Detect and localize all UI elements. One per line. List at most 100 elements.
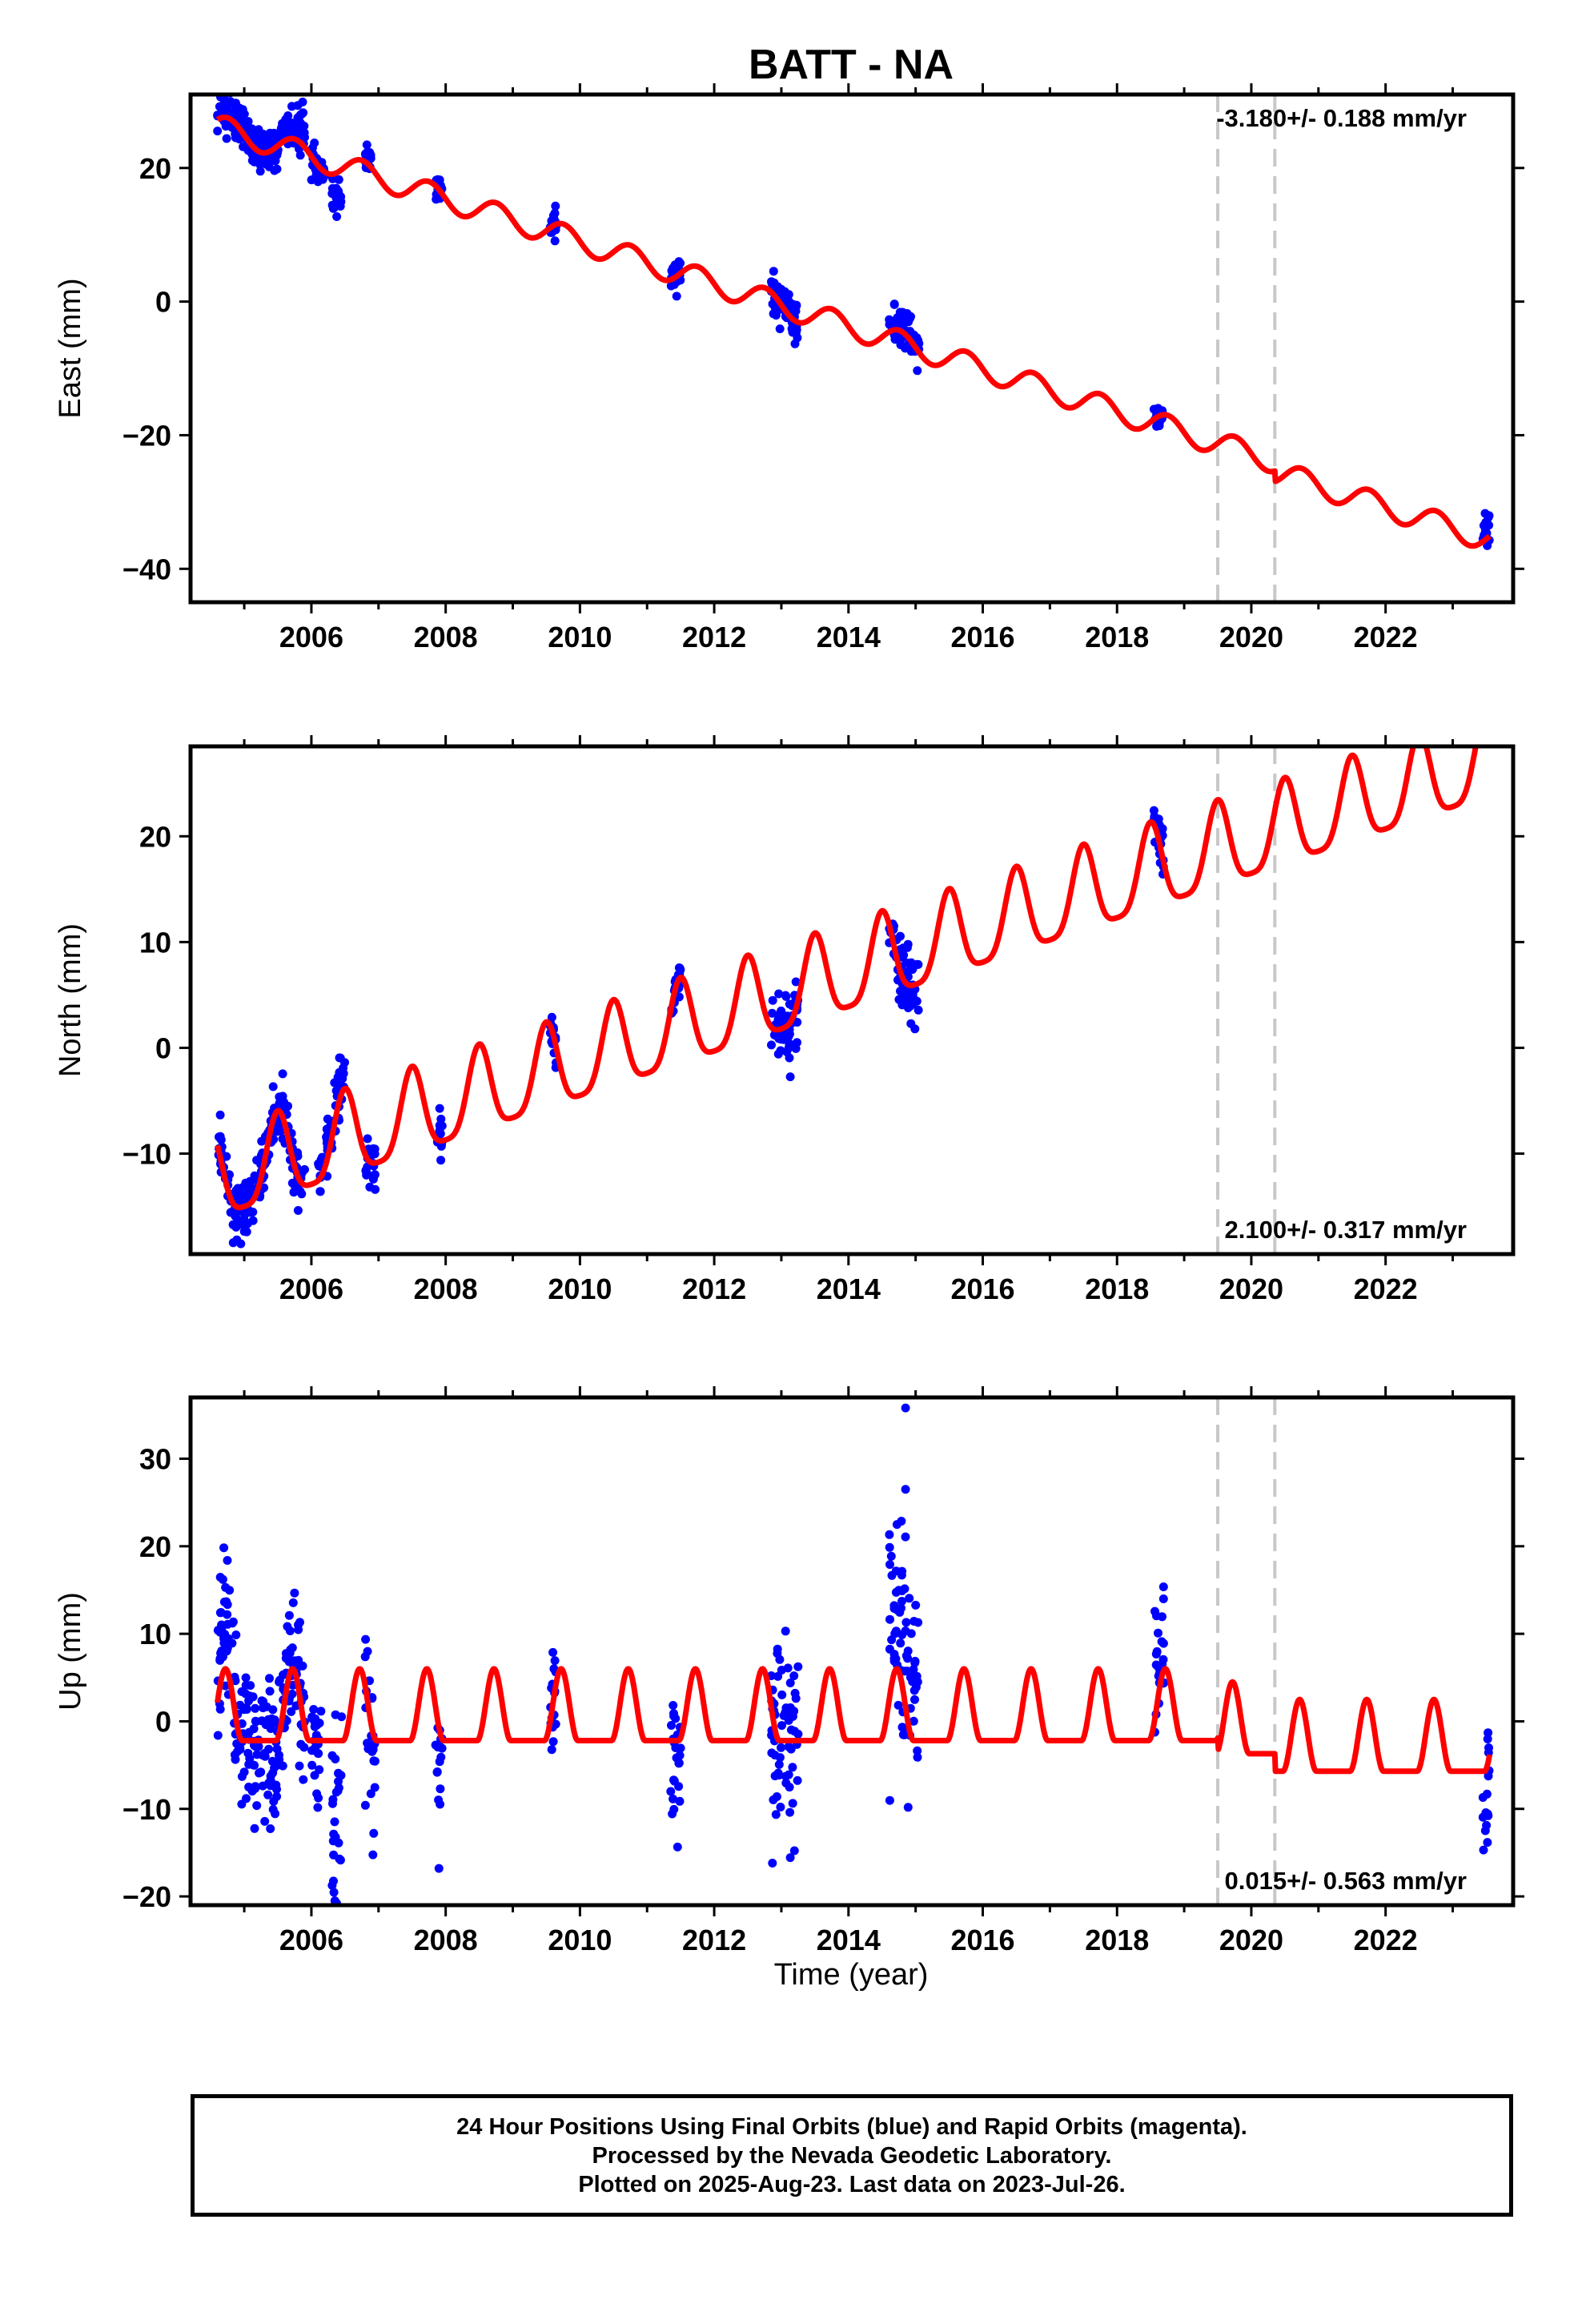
data-point — [290, 1588, 299, 1598]
data-point — [368, 1850, 378, 1860]
data-point — [674, 257, 684, 267]
data-point — [889, 1656, 899, 1666]
data-point — [771, 311, 781, 320]
data-point — [239, 1227, 249, 1236]
data-point — [335, 1856, 345, 1865]
data-point — [674, 1782, 684, 1791]
data-point — [548, 1647, 558, 1657]
data-point — [1484, 521, 1494, 530]
data-point — [1158, 1594, 1168, 1603]
data-point — [333, 1786, 343, 1795]
y-tick-label: 0 — [155, 286, 171, 319]
model-curve — [215, 115, 1492, 549]
x-tick-label: 2016 — [950, 1273, 1014, 1305]
data-point — [436, 1156, 446, 1165]
data-point — [235, 1743, 245, 1752]
data-point — [910, 1695, 919, 1704]
data-point — [275, 1092, 284, 1102]
data-point — [674, 1759, 684, 1767]
data-point — [895, 1607, 905, 1617]
data-point — [785, 1053, 794, 1063]
data-point — [911, 1600, 921, 1610]
data-point — [222, 1152, 231, 1161]
data-point — [297, 127, 307, 137]
panel-up: 2006 2008 2010 2012 2014 2016 2018 2020 20223020… — [54, 1386, 1524, 1956]
data-point — [231, 99, 240, 108]
y-axis-label: North (mm) — [54, 923, 87, 1077]
data-point — [248, 1692, 258, 1702]
x-tick-label: 2022 — [1354, 1924, 1418, 1956]
data-point — [793, 333, 802, 343]
data-point — [1483, 1735, 1492, 1743]
data-point — [896, 340, 905, 349]
data-point — [335, 1068, 344, 1077]
x-tick-label: 2006 — [279, 1924, 343, 1956]
data-point — [1481, 691, 1490, 700]
data-point — [231, 105, 241, 115]
data-point — [434, 1795, 444, 1805]
data-point — [310, 139, 319, 147]
data-point — [363, 1647, 372, 1656]
data-point — [295, 1618, 304, 1627]
data-point — [781, 1771, 790, 1781]
x-tick-label: 2012 — [682, 621, 746, 653]
data-point — [361, 1166, 371, 1176]
data-point — [675, 1751, 685, 1760]
data-point — [227, 1638, 237, 1648]
data-point — [885, 320, 894, 329]
y-tick-label: 10 — [139, 1618, 171, 1651]
footer-line-1: 24 Hour Positions Using Final Orbits (bl… — [456, 2113, 1247, 2140]
y-tick-label: 20 — [139, 1530, 171, 1563]
data-points — [213, 1403, 1494, 1905]
data-point — [252, 1750, 262, 1759]
data-point — [793, 1018, 802, 1027]
data-point — [287, 102, 296, 111]
data-point — [365, 1182, 375, 1192]
data-point — [242, 1794, 251, 1803]
data-point — [293, 1206, 303, 1215]
x-tick-label: 2008 — [414, 621, 478, 653]
data-point — [775, 324, 785, 334]
x-tick-label: 2022 — [1354, 621, 1418, 653]
data-point — [273, 1119, 283, 1128]
data-point — [265, 1687, 275, 1696]
x-tick-label: 2008 — [414, 1924, 478, 1956]
data-point — [1480, 693, 1488, 702]
data-point — [1482, 1820, 1492, 1830]
data-point — [329, 1888, 339, 1897]
data-point — [897, 312, 907, 322]
data-point — [885, 1560, 894, 1570]
data-point — [768, 995, 777, 1005]
data-point — [791, 977, 801, 987]
data-point — [436, 1752, 446, 1762]
data-point — [287, 1689, 297, 1699]
data-point — [268, 1768, 278, 1778]
data-point — [772, 1792, 781, 1801]
data-point — [910, 1656, 920, 1666]
data-point — [784, 1032, 793, 1042]
x-tick-label: 2018 — [1085, 1273, 1149, 1305]
data-point — [788, 1799, 797, 1808]
data-point — [1485, 708, 1494, 717]
data-point — [251, 1703, 260, 1713]
data-point — [213, 1731, 223, 1740]
data-point — [219, 1597, 229, 1606]
data-point — [897, 1597, 906, 1606]
data-point — [905, 1594, 914, 1603]
data-point — [219, 1543, 229, 1553]
data-point — [669, 1794, 678, 1803]
data-point — [909, 1617, 919, 1626]
data-point — [328, 1836, 338, 1846]
data-point — [307, 1760, 317, 1770]
data-point — [435, 1104, 444, 1113]
data-point — [672, 292, 681, 301]
data-point — [891, 1626, 901, 1636]
data-point — [669, 1701, 678, 1710]
x-tick-label: 2012 — [682, 1273, 746, 1305]
panel-north: 2006 2008 2010 2012 2014 2016 2018 2020 20222010… — [54, 691, 1524, 1305]
y-tick-label: −20 — [122, 419, 171, 452]
data-point — [785, 999, 794, 1009]
data-point — [315, 1765, 324, 1775]
x-tick-label: 2016 — [950, 1924, 1014, 1956]
